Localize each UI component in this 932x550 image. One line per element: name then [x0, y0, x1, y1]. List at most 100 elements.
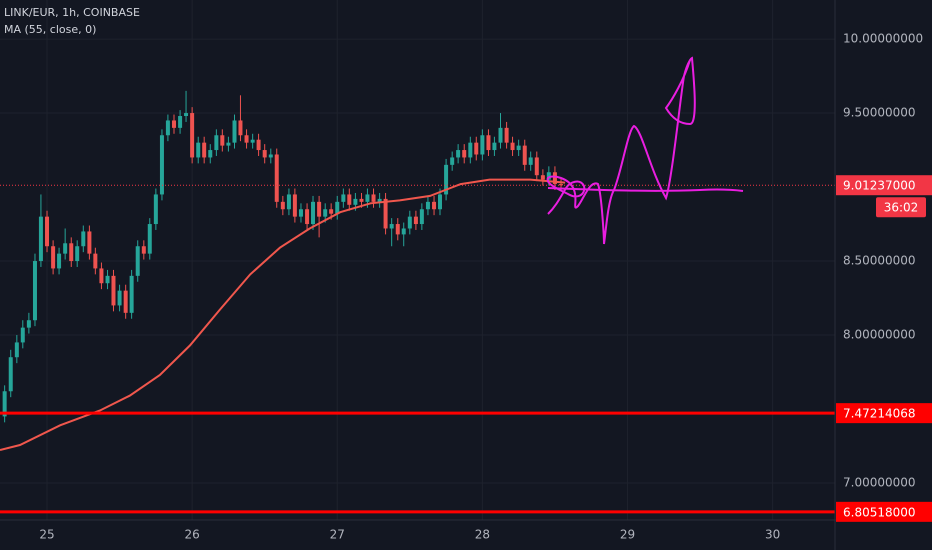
candle-body — [2, 391, 7, 417]
price-label-box — [836, 501, 932, 522]
candle-body — [214, 135, 219, 151]
x-tick-label: 29 — [620, 528, 635, 542]
candle-body — [117, 290, 122, 306]
price-label-box — [836, 175, 932, 196]
candle-body — [238, 120, 243, 136]
candle-body — [123, 290, 128, 313]
candle-body — [190, 113, 195, 158]
candle-body — [546, 172, 551, 180]
candle-body — [286, 194, 291, 210]
candle-body — [135, 246, 140, 276]
candle-body — [347, 194, 352, 205]
candle-body — [437, 194, 442, 210]
candle-body — [552, 172, 557, 185]
candle-body — [383, 198, 388, 229]
candle-body — [456, 150, 461, 158]
candle-body — [256, 139, 261, 151]
candle-body — [141, 246, 146, 254]
y-tick-label: 8.00000000 — [843, 328, 916, 342]
countdown-box — [876, 197, 926, 218]
ma-line — [0, 178, 566, 451]
candle-body — [559, 184, 564, 186]
candle-body — [20, 327, 25, 343]
candle-body — [395, 224, 400, 235]
y-tick-label: 7.00000000 — [843, 476, 916, 490]
candle-body — [419, 209, 424, 225]
price-label: 7.47214068 — [843, 407, 916, 421]
candle-body — [51, 246, 56, 269]
candle-body — [26, 320, 31, 328]
plot — [0, 90, 835, 514]
candle-body — [274, 154, 279, 202]
candle-body — [244, 135, 249, 143]
price-label: 6.80518000 — [843, 505, 916, 519]
candle-body — [498, 127, 503, 143]
candle-body — [45, 216, 50, 247]
drawing — [547, 187, 744, 192]
candle-body — [165, 120, 170, 136]
candle-body — [335, 201, 340, 214]
candle-body — [425, 201, 430, 210]
candle-body — [226, 142, 231, 146]
candle-body — [522, 145, 527, 165]
candle-body — [474, 142, 479, 155]
candle-body — [492, 142, 497, 151]
x-tick-label: 27 — [330, 528, 345, 542]
candle-body — [292, 194, 297, 217]
candle-body — [353, 198, 358, 205]
candle-body — [93, 253, 98, 269]
candle-body — [111, 275, 116, 306]
symbol: LINK/EUR, 1h, COINBASE — [4, 6, 140, 19]
candle-body — [305, 209, 310, 225]
candle-body — [516, 145, 521, 151]
x-tick-label: 28 — [475, 528, 490, 542]
candle-body — [184, 113, 189, 117]
candle-body — [196, 142, 201, 158]
x-tick-label: 30 — [765, 528, 780, 542]
candle-body — [329, 209, 334, 214]
candle-body — [486, 135, 491, 151]
candle-body — [371, 194, 376, 202]
axes: 7.00000000 8.00000000 8.50000000 9.50000000… — [39, 32, 932, 542]
candle-body — [528, 157, 533, 165]
price-label: 9.01237000 — [843, 179, 916, 193]
candle-body — [407, 216, 412, 229]
candle-body — [504, 127, 509, 143]
countdown: 36:02 — [884, 201, 919, 215]
candle-body — [232, 120, 237, 143]
candle-body — [311, 201, 316, 225]
candle-body — [171, 120, 176, 128]
candle-body — [280, 201, 285, 210]
candle-body — [480, 135, 485, 155]
x-tick-label: 25 — [39, 528, 54, 542]
y-tick-label: 8.50000000 — [843, 254, 916, 268]
candle-body — [178, 116, 183, 128]
candle-body — [401, 228, 406, 235]
candle-body — [38, 216, 43, 262]
candle-body — [87, 231, 92, 254]
candle-body — [540, 175, 545, 180]
candle-body — [510, 142, 515, 151]
candle-body — [159, 135, 164, 195]
candle-body — [359, 198, 364, 202]
candle-body — [268, 154, 273, 158]
candle-body — [75, 246, 80, 262]
candle-body — [63, 243, 68, 254]
candle-body — [365, 194, 370, 202]
candle-body — [341, 194, 346, 202]
candle-body — [389, 224, 394, 229]
candle-body — [57, 253, 62, 269]
y-tick-label: 9.50000000 — [843, 106, 916, 120]
candle-body — [129, 275, 134, 313]
price-label-box — [836, 403, 932, 424]
candle-body — [262, 150, 267, 158]
candle-body — [153, 194, 158, 225]
candle-body — [14, 342, 19, 358]
candle-body — [220, 135, 225, 146]
drawing — [546, 56, 696, 245]
candle-body — [105, 275, 110, 284]
candle-body — [99, 268, 104, 284]
candle-body — [534, 157, 539, 176]
candle-body — [462, 150, 467, 158]
